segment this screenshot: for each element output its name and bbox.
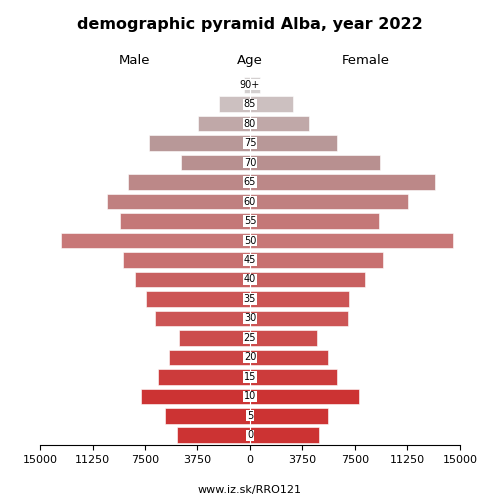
Text: www.iz.sk/RRO121: www.iz.sk/RRO121 — [198, 485, 302, 495]
Bar — [198, 116, 250, 132]
Bar — [250, 369, 337, 384]
Text: Age: Age — [237, 54, 263, 67]
Text: 90+: 90+ — [240, 80, 260, 90]
Text: 25: 25 — [244, 333, 256, 343]
Text: 45: 45 — [244, 255, 256, 265]
Text: 80: 80 — [244, 118, 256, 128]
Bar — [250, 330, 317, 345]
Bar — [120, 214, 250, 229]
Bar — [146, 291, 250, 306]
Bar — [250, 252, 383, 268]
Bar — [107, 194, 250, 210]
Bar — [250, 136, 337, 151]
Text: 35: 35 — [244, 294, 256, 304]
Bar — [250, 214, 379, 229]
Bar — [250, 388, 359, 404]
Text: 85: 85 — [244, 99, 256, 109]
Text: 70: 70 — [244, 158, 256, 168]
Bar — [141, 388, 250, 404]
Bar — [250, 116, 309, 132]
Text: 30: 30 — [244, 314, 256, 324]
Bar — [250, 194, 408, 210]
Bar — [250, 232, 453, 248]
Bar — [155, 310, 250, 326]
Text: 50: 50 — [244, 236, 256, 246]
Text: 0: 0 — [247, 430, 253, 440]
Text: 15: 15 — [244, 372, 256, 382]
Bar — [135, 272, 250, 287]
Bar — [177, 428, 250, 443]
Bar — [164, 408, 250, 424]
Text: 55: 55 — [244, 216, 256, 226]
Bar — [122, 252, 250, 268]
Bar — [219, 96, 250, 112]
Bar — [250, 272, 365, 287]
Bar — [250, 428, 318, 443]
Bar — [178, 330, 250, 345]
Text: 75: 75 — [244, 138, 256, 148]
Bar — [244, 77, 250, 92]
Bar — [149, 136, 250, 151]
Text: 65: 65 — [244, 177, 256, 187]
Bar — [250, 77, 260, 92]
Bar — [250, 408, 328, 424]
Bar — [250, 310, 348, 326]
Text: 10: 10 — [244, 392, 256, 402]
Text: demographic pyramid Alba, year 2022: demographic pyramid Alba, year 2022 — [77, 18, 423, 32]
Bar — [182, 155, 250, 170]
Text: Female: Female — [342, 54, 390, 67]
Bar — [250, 291, 350, 306]
Text: Male: Male — [119, 54, 150, 67]
Text: 20: 20 — [244, 352, 256, 362]
Bar — [250, 96, 294, 112]
Text: 5: 5 — [247, 411, 253, 421]
Text: 60: 60 — [244, 196, 256, 206]
Bar — [250, 174, 435, 190]
Bar — [169, 350, 250, 365]
Bar — [250, 350, 328, 365]
Text: 40: 40 — [244, 274, 256, 284]
Bar — [250, 155, 380, 170]
Bar — [158, 369, 250, 384]
Bar — [128, 174, 250, 190]
Bar — [61, 232, 250, 248]
